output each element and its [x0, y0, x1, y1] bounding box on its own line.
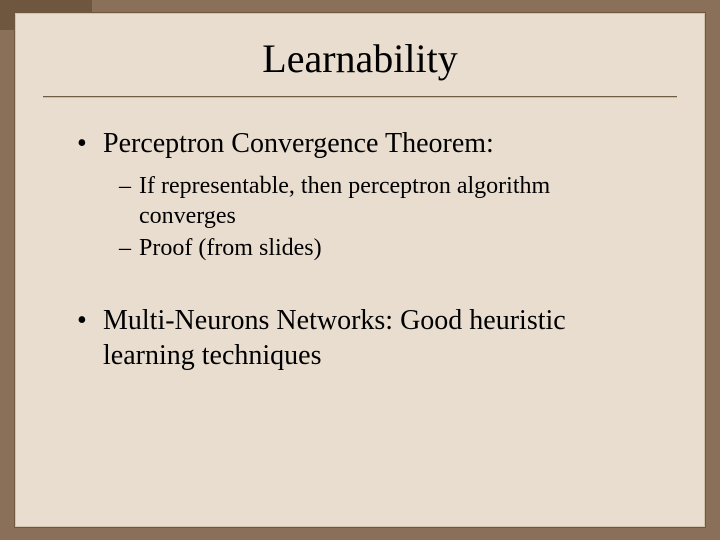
slide-title: Learnability [15, 35, 705, 82]
list-item: Proof (from slides) [119, 233, 643, 263]
list-item-text: Multi-Neurons Networks: Good heuristic l… [103, 305, 566, 371]
list-item: Perceptron Convergence Theorem: If repre… [77, 126, 643, 263]
list-item-text: Perceptron Convergence Theorem: [103, 128, 494, 159]
list-item-text: If representable, then perceptron algori… [139, 173, 550, 229]
slide-frame: Learnability Perceptron Convergence Theo… [14, 12, 706, 528]
list-item: Multi-Neurons Networks: Good heuristic l… [77, 303, 643, 373]
bullet-list: Perceptron Convergence Theorem: If repre… [77, 126, 643, 373]
list-item: If representable, then perceptron algori… [119, 171, 643, 231]
list-item-text: Proof (from slides) [139, 235, 322, 261]
slide-content: Perceptron Convergence Theorem: If repre… [15, 98, 705, 373]
sub-bullet-list: If representable, then perceptron algori… [119, 171, 643, 263]
